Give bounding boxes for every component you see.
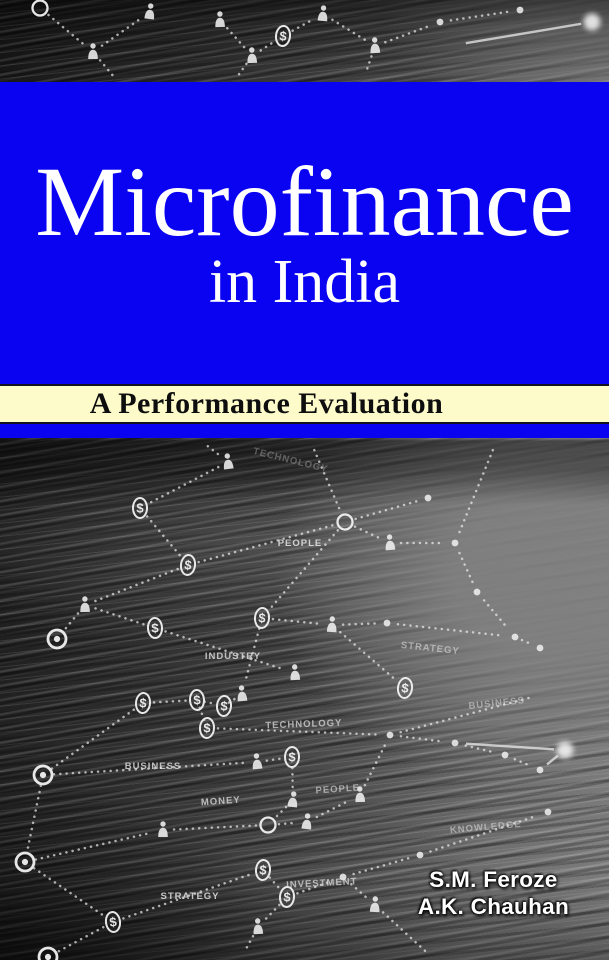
title-band: Microfinance in India A Performance Eval… <box>0 82 609 438</box>
author-name: S.M. Feroze <box>429 867 558 892</box>
svg-text:$: $ <box>203 720 212 735</box>
svg-text:$: $ <box>193 692 202 707</box>
svg-text:TECHNOLOGY: TECHNOLOGY <box>252 446 329 475</box>
svg-text:INDUSTRY: INDUSTRY <box>205 651 261 662</box>
svg-text:STRATEGY: STRATEGY <box>160 891 219 902</box>
svg-text:$: $ <box>283 889 292 905</box>
svg-text:PEOPLE: PEOPLE <box>315 782 360 796</box>
author-name: A.K. Chauhan <box>417 894 569 919</box>
svg-text:$: $ <box>108 914 118 930</box>
svg-text:$: $ <box>183 557 193 573</box>
svg-text:MONEY: MONEY <box>201 795 242 809</box>
book-title: Microfinance <box>35 146 574 257</box>
tagline-band: A Performance Evaluation <box>0 384 609 424</box>
svg-text:$: $ <box>258 610 267 626</box>
svg-text:$: $ <box>139 695 148 711</box>
svg-text:$: $ <box>288 749 297 764</box>
svg-text:$: $ <box>136 501 144 516</box>
svg-text:$: $ <box>151 620 160 635</box>
svg-text:BUSINESS: BUSINESS <box>125 761 182 772</box>
svg-text:STRATEGY: STRATEGY <box>400 640 460 657</box>
svg-text:INVESTMENT: INVESTMENT <box>286 876 358 891</box>
svg-text:KNOWLEDGE: KNOWLEDGE <box>450 819 522 836</box>
svg-text:$: $ <box>279 28 289 44</box>
tagline-text: A Performance Evaluation <box>89 387 444 420</box>
svg-text:PEOPLE: PEOPLE <box>278 538 323 549</box>
book-subtitle: in India <box>208 248 401 316</box>
svg-text:$: $ <box>220 698 229 714</box>
svg-text:TECHNOLOGY: TECHNOLOGY <box>265 718 342 732</box>
svg-text:$: $ <box>259 862 268 878</box>
svg-text:BUSINESS: BUSINESS <box>468 695 525 712</box>
authors-block: S.M. Feroze A.K. Chauhan <box>418 866 569 920</box>
svg-text:$: $ <box>400 680 410 696</box>
